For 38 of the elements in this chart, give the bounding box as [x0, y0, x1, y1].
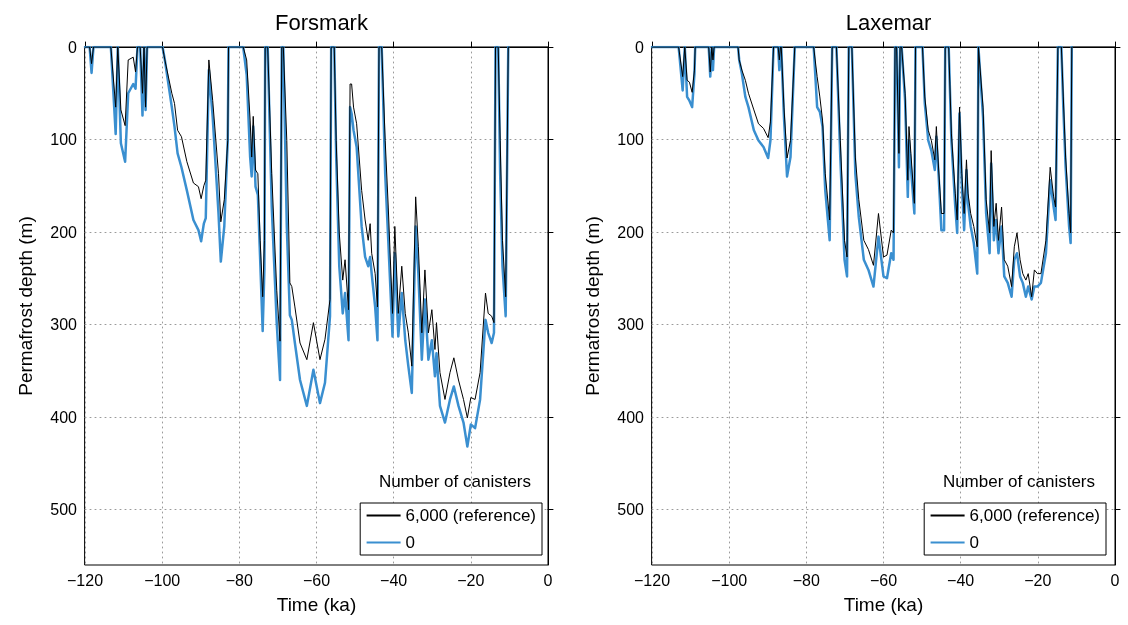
legend-label: 0	[405, 533, 416, 552]
y-tick-label: 400	[617, 408, 645, 426]
x-tick-label: 0	[1110, 571, 1120, 589]
x-tick-label: −60	[869, 571, 898, 589]
x-tick-label: −100	[711, 571, 748, 589]
y-tick-label: 300	[617, 316, 645, 333]
x-tick-label: −40	[380, 571, 408, 589]
y-tick-label: 200	[617, 223, 645, 241]
x-tick-label: −80	[225, 571, 254, 589]
x-tick-label: −20	[1024, 571, 1052, 589]
legend-label: 0	[969, 533, 980, 552]
x-tick-label: −100	[144, 571, 181, 589]
x-tick-label: −120	[633, 571, 671, 589]
chart-title: Laxemar	[845, 9, 932, 35]
legend-label: 6,000 (reference)	[405, 506, 536, 525]
legend-title: Number of canisters	[942, 472, 1096, 491]
x-axis-title: Time (ka)	[276, 594, 357, 615]
y-tick-label: 300	[50, 316, 78, 333]
x-tick-label: −40	[947, 571, 975, 589]
y-tick-label: 0	[635, 38, 645, 56]
y-tick-label: 500	[617, 501, 645, 518]
legend-title: Number of canisters	[378, 472, 532, 491]
y-tick-label: 100	[617, 131, 645, 148]
x-tick-label: −120	[66, 571, 104, 589]
x-axis-title: Time (ka)	[843, 594, 924, 615]
y-tick-label: 400	[50, 408, 78, 426]
chart-title: Forsmark	[275, 9, 369, 35]
legend-label: 6,000 (reference)	[969, 506, 1100, 525]
x-tick-label: 0	[543, 571, 553, 589]
x-tick-label: −60	[302, 571, 331, 589]
x-tick-label: −20	[457, 571, 485, 589]
x-tick-label: −80	[792, 571, 821, 589]
y-axis-title: Permafrost depth (m)	[582, 216, 603, 396]
y-tick-label: 0	[68, 38, 78, 56]
y-tick-label: 200	[50, 223, 78, 241]
y-axis-title: Permafrost depth (m)	[15, 216, 36, 396]
y-tick-label: 500	[50, 501, 78, 518]
y-tick-label: 100	[50, 131, 78, 148]
